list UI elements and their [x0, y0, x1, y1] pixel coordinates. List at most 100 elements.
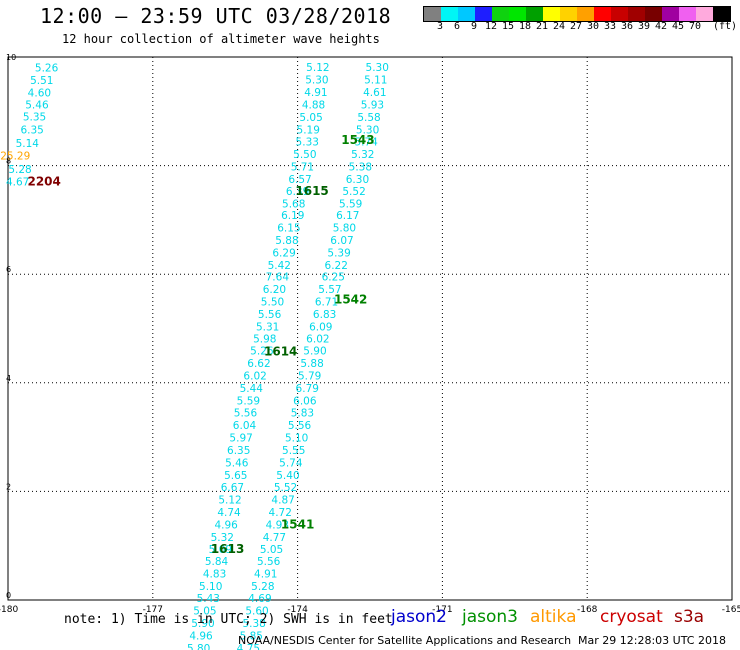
data-point-label: 5.58 [357, 112, 380, 124]
data-point-label: 5.26 [35, 63, 59, 75]
legend-jason2: jason2 [391, 607, 447, 627]
data-point-label: 5.84 [205, 556, 229, 568]
data-point-label: 25.29 [0, 151, 30, 163]
color-swatch [577, 7, 594, 21]
data-point-label: 6.19 [281, 210, 304, 222]
data-point-label: 6.35 [227, 445, 250, 457]
color-swatch [475, 7, 492, 21]
data-point-label: 6.83 [313, 309, 336, 321]
color-swatch [645, 7, 662, 21]
data-point-label: 5.68 [282, 198, 305, 210]
time-annotation: 1542 [334, 293, 367, 307]
color-swatch [611, 7, 628, 21]
data-point-label: 6.67 [221, 482, 244, 494]
data-point-label: 4.96 [189, 631, 213, 643]
data-point-label: 5.39 [327, 247, 350, 259]
color-swatch [696, 7, 713, 21]
plot-frame [7, 56, 733, 601]
color-swatch [662, 7, 679, 21]
color-swatch [560, 7, 577, 21]
data-point-label: 5.88 [275, 235, 298, 247]
data-point-label: 5.65 [224, 470, 247, 482]
data-point-label: 5.14 [16, 138, 40, 150]
data-point-label: 4.75 [237, 643, 260, 650]
data-point-label: 6.09 [309, 322, 332, 334]
color-scale-label: 18 [518, 21, 532, 32]
data-point-label: 5.97 [229, 432, 252, 444]
color-swatch [424, 7, 441, 21]
data-point-label: 5.56 [258, 309, 282, 321]
data-point-label: 4.67 [6, 177, 29, 189]
data-point-label: 5.12 [218, 494, 241, 506]
data-point-label: 5.79 [298, 371, 321, 383]
y-tick-label: 2 [6, 482, 11, 491]
chart-title: 12:00 – 23:59 UTC 03/28/2018 [40, 4, 392, 28]
data-point-label: 4.91 [254, 569, 277, 581]
data-point-label: 4.88 [302, 100, 325, 112]
data-point-label: 5.80 [333, 222, 356, 234]
data-point-label: 5.71 [291, 161, 314, 173]
data-point-label: 5.52 [274, 482, 297, 494]
x-tick-label: -177 [143, 605, 163, 615]
y-tick-label: 10 [6, 53, 16, 62]
data-point-label: 5.43 [197, 593, 220, 605]
chart-subtitle: 12 hour collection of altimeter wave hei… [62, 32, 380, 46]
color-scale-bar [423, 6, 731, 22]
color-swatch [679, 7, 696, 21]
data-point-label: 6.07 [330, 235, 353, 247]
data-point-label: 5.56 [234, 407, 258, 419]
time-annotation: 2204 [27, 175, 60, 189]
data-point-label: 5.32 [351, 149, 374, 161]
data-point-label: 6.62 [247, 358, 270, 370]
data-point-label: 5.30 [305, 75, 328, 87]
data-point-label: 5.38 [349, 161, 372, 173]
data-point-label: 5.74 [279, 457, 303, 469]
x-tick-label: -180 [0, 605, 18, 615]
color-scale-label: 70 [688, 21, 702, 32]
legend-s3a: s3a [674, 607, 705, 627]
data-point-label: 6.17 [336, 210, 359, 222]
color-swatch [458, 7, 475, 21]
data-point-label: 4.77 [263, 532, 286, 544]
data-point-label: 5.38 [242, 618, 265, 630]
color-scale-unit: (ft) [713, 21, 738, 32]
color-scale-label: 39 [637, 21, 651, 32]
data-point-label: 5.35 [23, 112, 46, 124]
data-point-label: 6.06 [293, 396, 317, 408]
color-scale-label: 42 [654, 21, 668, 32]
color-scale-label: 36 [620, 21, 634, 32]
data-point-label: 4.61 [363, 87, 386, 99]
data-point-label: 4.83 [203, 569, 226, 581]
color-swatch [543, 7, 560, 21]
data-point-label: 5.28 [251, 581, 274, 593]
color-swatch [526, 7, 543, 21]
data-point-label: 5.57 [318, 284, 341, 296]
data-point-label: 6.79 [296, 383, 319, 395]
data-point-label: 5.09 [209, 544, 232, 556]
generated-timestamp: Mar 29 12:28:03 UTC 2018 [578, 634, 726, 647]
y-tick-label: 6 [6, 265, 11, 274]
color-scale-label: 45 [671, 21, 685, 32]
data-point-label: 5.50 [293, 149, 316, 161]
data-point-label: 5.93 [361, 100, 384, 112]
data-point-label: 5.30 [366, 62, 389, 74]
data-point-label: 5.46 [225, 457, 249, 469]
legend-jason3: jason3 [462, 607, 518, 627]
time-annotation: 1543 [341, 133, 374, 147]
y-tick-label: 8 [6, 157, 11, 166]
data-point-label: 6.30 [346, 174, 369, 186]
color-scale-label: 24 [552, 21, 566, 32]
data-point-label: 6.29 [272, 247, 295, 259]
data-point-label: 5.98 [253, 334, 276, 346]
data-point-label: 5.59 [339, 198, 362, 210]
data-point-label: 6.04 [233, 420, 257, 432]
color-swatch [628, 7, 645, 21]
data-point-label: 6.02 [243, 371, 266, 383]
data-point-label: 5.90 [303, 346, 326, 358]
color-scale-label: 27 [569, 21, 583, 32]
data-point-label: 5.40 [276, 470, 299, 482]
x-tick-label: -168 [577, 605, 598, 615]
data-point-label: 4.72 [269, 507, 292, 519]
data-point-label: 6.22 [325, 260, 348, 272]
x-tick-label: -171 [432, 605, 452, 615]
